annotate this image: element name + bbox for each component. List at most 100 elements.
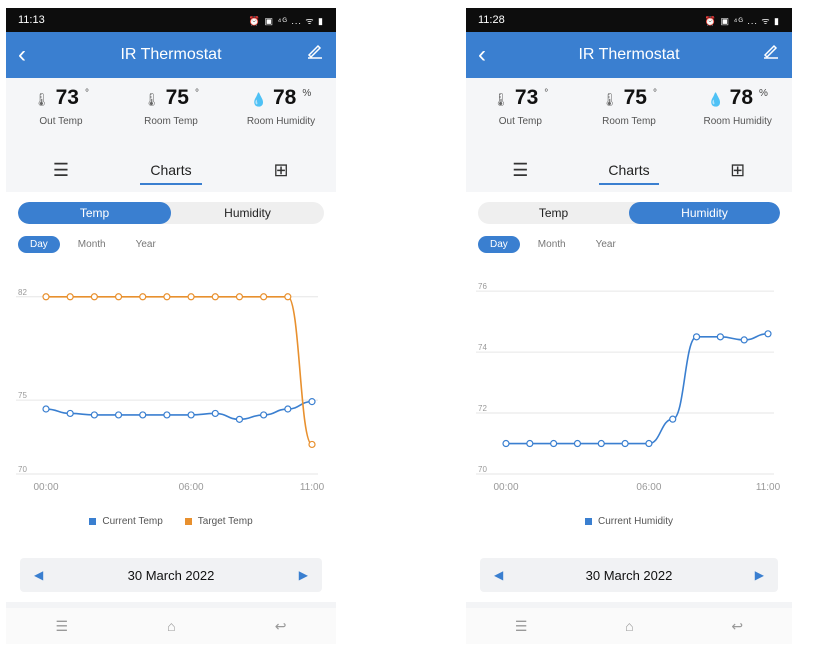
data-point	[187, 411, 195, 419]
status-icons: ⏰ ▣ ⁴ᴳ ... ᯤ ▮	[704, 15, 780, 26]
tab-grid[interactable]: ⊞	[226, 148, 336, 192]
data-point	[42, 405, 50, 413]
out-temp-reading: 🌡 73 ° Out Temp	[6, 86, 116, 148]
back-arrow-icon[interactable]: ‹	[18, 41, 26, 68]
data-point	[308, 398, 316, 406]
out-temp-unit: °	[544, 88, 549, 99]
room-temp-label: Room Temp	[144, 116, 198, 127]
data-point	[211, 293, 219, 301]
y-tick-label: 76	[478, 282, 487, 291]
x-tick-label: 11:00	[300, 482, 325, 493]
period-month[interactable]: Month	[77, 239, 106, 250]
tab-controls[interactable]: ☰	[466, 148, 575, 192]
data-point	[235, 415, 244, 423]
out-temp-icon: 🌡	[492, 92, 509, 107]
period-day[interactable]: Day	[18, 236, 60, 253]
room-temp-unit: °	[194, 88, 199, 99]
thermometer-icon: 🌡	[601, 92, 618, 107]
edit-icon[interactable]	[762, 42, 780, 60]
next-date-icon[interactable]: ▶	[298, 568, 308, 582]
data-point	[139, 411, 147, 419]
out-temp-label: Out Temp	[39, 116, 83, 127]
segment-temp[interactable]: Temp	[18, 202, 171, 224]
out-temp-icon: 🌡	[33, 92, 50, 107]
chart-panel: Temp Humidity Day Month Year 82 75 70 00:00…	[6, 192, 336, 602]
room-temp-value: 75	[623, 86, 647, 109]
data-point	[740, 336, 748, 344]
room-humidity-reading: 💧 78 % Room Humidity	[226, 86, 336, 148]
legend-current-temp: Current Temp	[89, 516, 163, 527]
app-bar: ‹ IR Thermostat	[466, 32, 792, 78]
data-point	[308, 440, 316, 449]
series-line	[506, 333, 769, 445]
next-date-icon[interactable]: ▶	[754, 568, 764, 582]
readings-row: 🌡 73 ° Out Temp 🌡 75 ° Room Temp 💧 78 % …	[466, 78, 792, 148]
phone-screen-temp: 11:13 ⏰ ▣ ⁴ᴳ ... ᯤ ▮ ‹ IR Thermostat 🌡 7…	[6, 8, 336, 644]
metric-toggle: Temp Humidity	[478, 202, 780, 224]
grid-icon: ⊞	[273, 160, 289, 180]
room-humidity-value: 78	[272, 86, 297, 109]
segment-temp[interactable]: Temp	[538, 206, 569, 220]
data-point	[42, 293, 50, 301]
data-point	[716, 333, 724, 341]
data-point	[260, 293, 268, 301]
data-point	[90, 293, 98, 301]
tab-controls[interactable]: ☰	[6, 148, 116, 192]
series-line	[45, 400, 313, 421]
period-year[interactable]: Year	[135, 239, 156, 250]
legend-current-humidity-label: Current Humidity	[597, 516, 674, 527]
period-day[interactable]: Day	[478, 236, 520, 253]
menu-icon[interactable]: ☰	[514, 617, 528, 634]
data-point	[211, 409, 219, 418]
data-point	[284, 405, 292, 413]
back-arrow-icon[interactable]: ‹	[478, 41, 486, 68]
home-icon[interactable]: ⌂	[625, 618, 634, 634]
out-temp-unit: °	[84, 88, 89, 99]
back-icon[interactable]: ↩	[731, 617, 744, 634]
humidity-chart: 76 74 72 70 00:00 06:00 11:00	[476, 282, 781, 493]
room-humidity-value: 78	[729, 86, 753, 109]
tab-bar: ☰ Charts ⊞	[466, 148, 792, 192]
temp-chart: 82 75 70 00:00 06:00 11:00	[16, 288, 325, 493]
prev-date-icon[interactable]: ◀	[34, 568, 44, 582]
prev-date-icon[interactable]: ◀	[494, 568, 504, 582]
data-point	[139, 293, 147, 301]
data-point	[284, 293, 292, 301]
readings-row: 🌡 73 ° Out Temp 🌡 75 ° Room Temp 💧 78 % …	[6, 78, 336, 148]
segment-humidity[interactable]: Humidity	[629, 202, 780, 224]
app-bar: ‹ IR Thermostat	[6, 32, 336, 78]
home-icon[interactable]: ⌂	[167, 618, 176, 634]
chart-panel: Temp Humidity Day Month Year 76 74 72 70 00:…	[466, 192, 792, 602]
current-date: 30 March 2022	[127, 567, 215, 583]
data-point	[163, 293, 171, 301]
data-point	[260, 411, 268, 419]
y-tick-label: 74	[478, 343, 487, 352]
period-year[interactable]: Year	[595, 239, 616, 250]
data-point	[573, 439, 582, 448]
tab-grid[interactable]: ⊞	[683, 148, 792, 192]
data-point	[66, 409, 74, 418]
x-tick-label: 00:00	[493, 482, 518, 493]
tab-charts[interactable]: Charts	[575, 148, 684, 192]
tab-charts-label: Charts	[608, 162, 650, 178]
tab-charts-label: Charts	[150, 162, 192, 178]
metric-toggle: Temp Humidity	[18, 202, 324, 224]
data-point	[764, 330, 772, 338]
edit-icon[interactable]	[306, 42, 324, 60]
chart-legend: Current Temp Target Temp	[6, 516, 336, 527]
menu-icon[interactable]: ☰	[55, 617, 69, 634]
legend-current-humidity: Current Humidity	[584, 516, 674, 527]
data-point	[114, 411, 123, 419]
x-tick-label: 06:00	[636, 482, 661, 493]
room-temp-value: 75	[165, 86, 189, 109]
room-humidity-label: Room Humidity	[246, 116, 316, 127]
tab-charts[interactable]: Charts	[116, 148, 226, 192]
back-icon[interactable]: ↩	[274, 617, 287, 634]
segment-humidity[interactable]: Humidity	[224, 206, 271, 220]
out-temp-reading: 🌡 73 ° Out Temp	[466, 86, 575, 148]
droplet-icon: 💧	[250, 92, 267, 107]
sliders-icon: ☰	[512, 160, 529, 180]
grid-icon: ⊞	[730, 160, 746, 180]
room-temp-reading: 🌡 75 ° Room Temp	[116, 86, 226, 148]
period-month[interactable]: Month	[537, 239, 566, 250]
